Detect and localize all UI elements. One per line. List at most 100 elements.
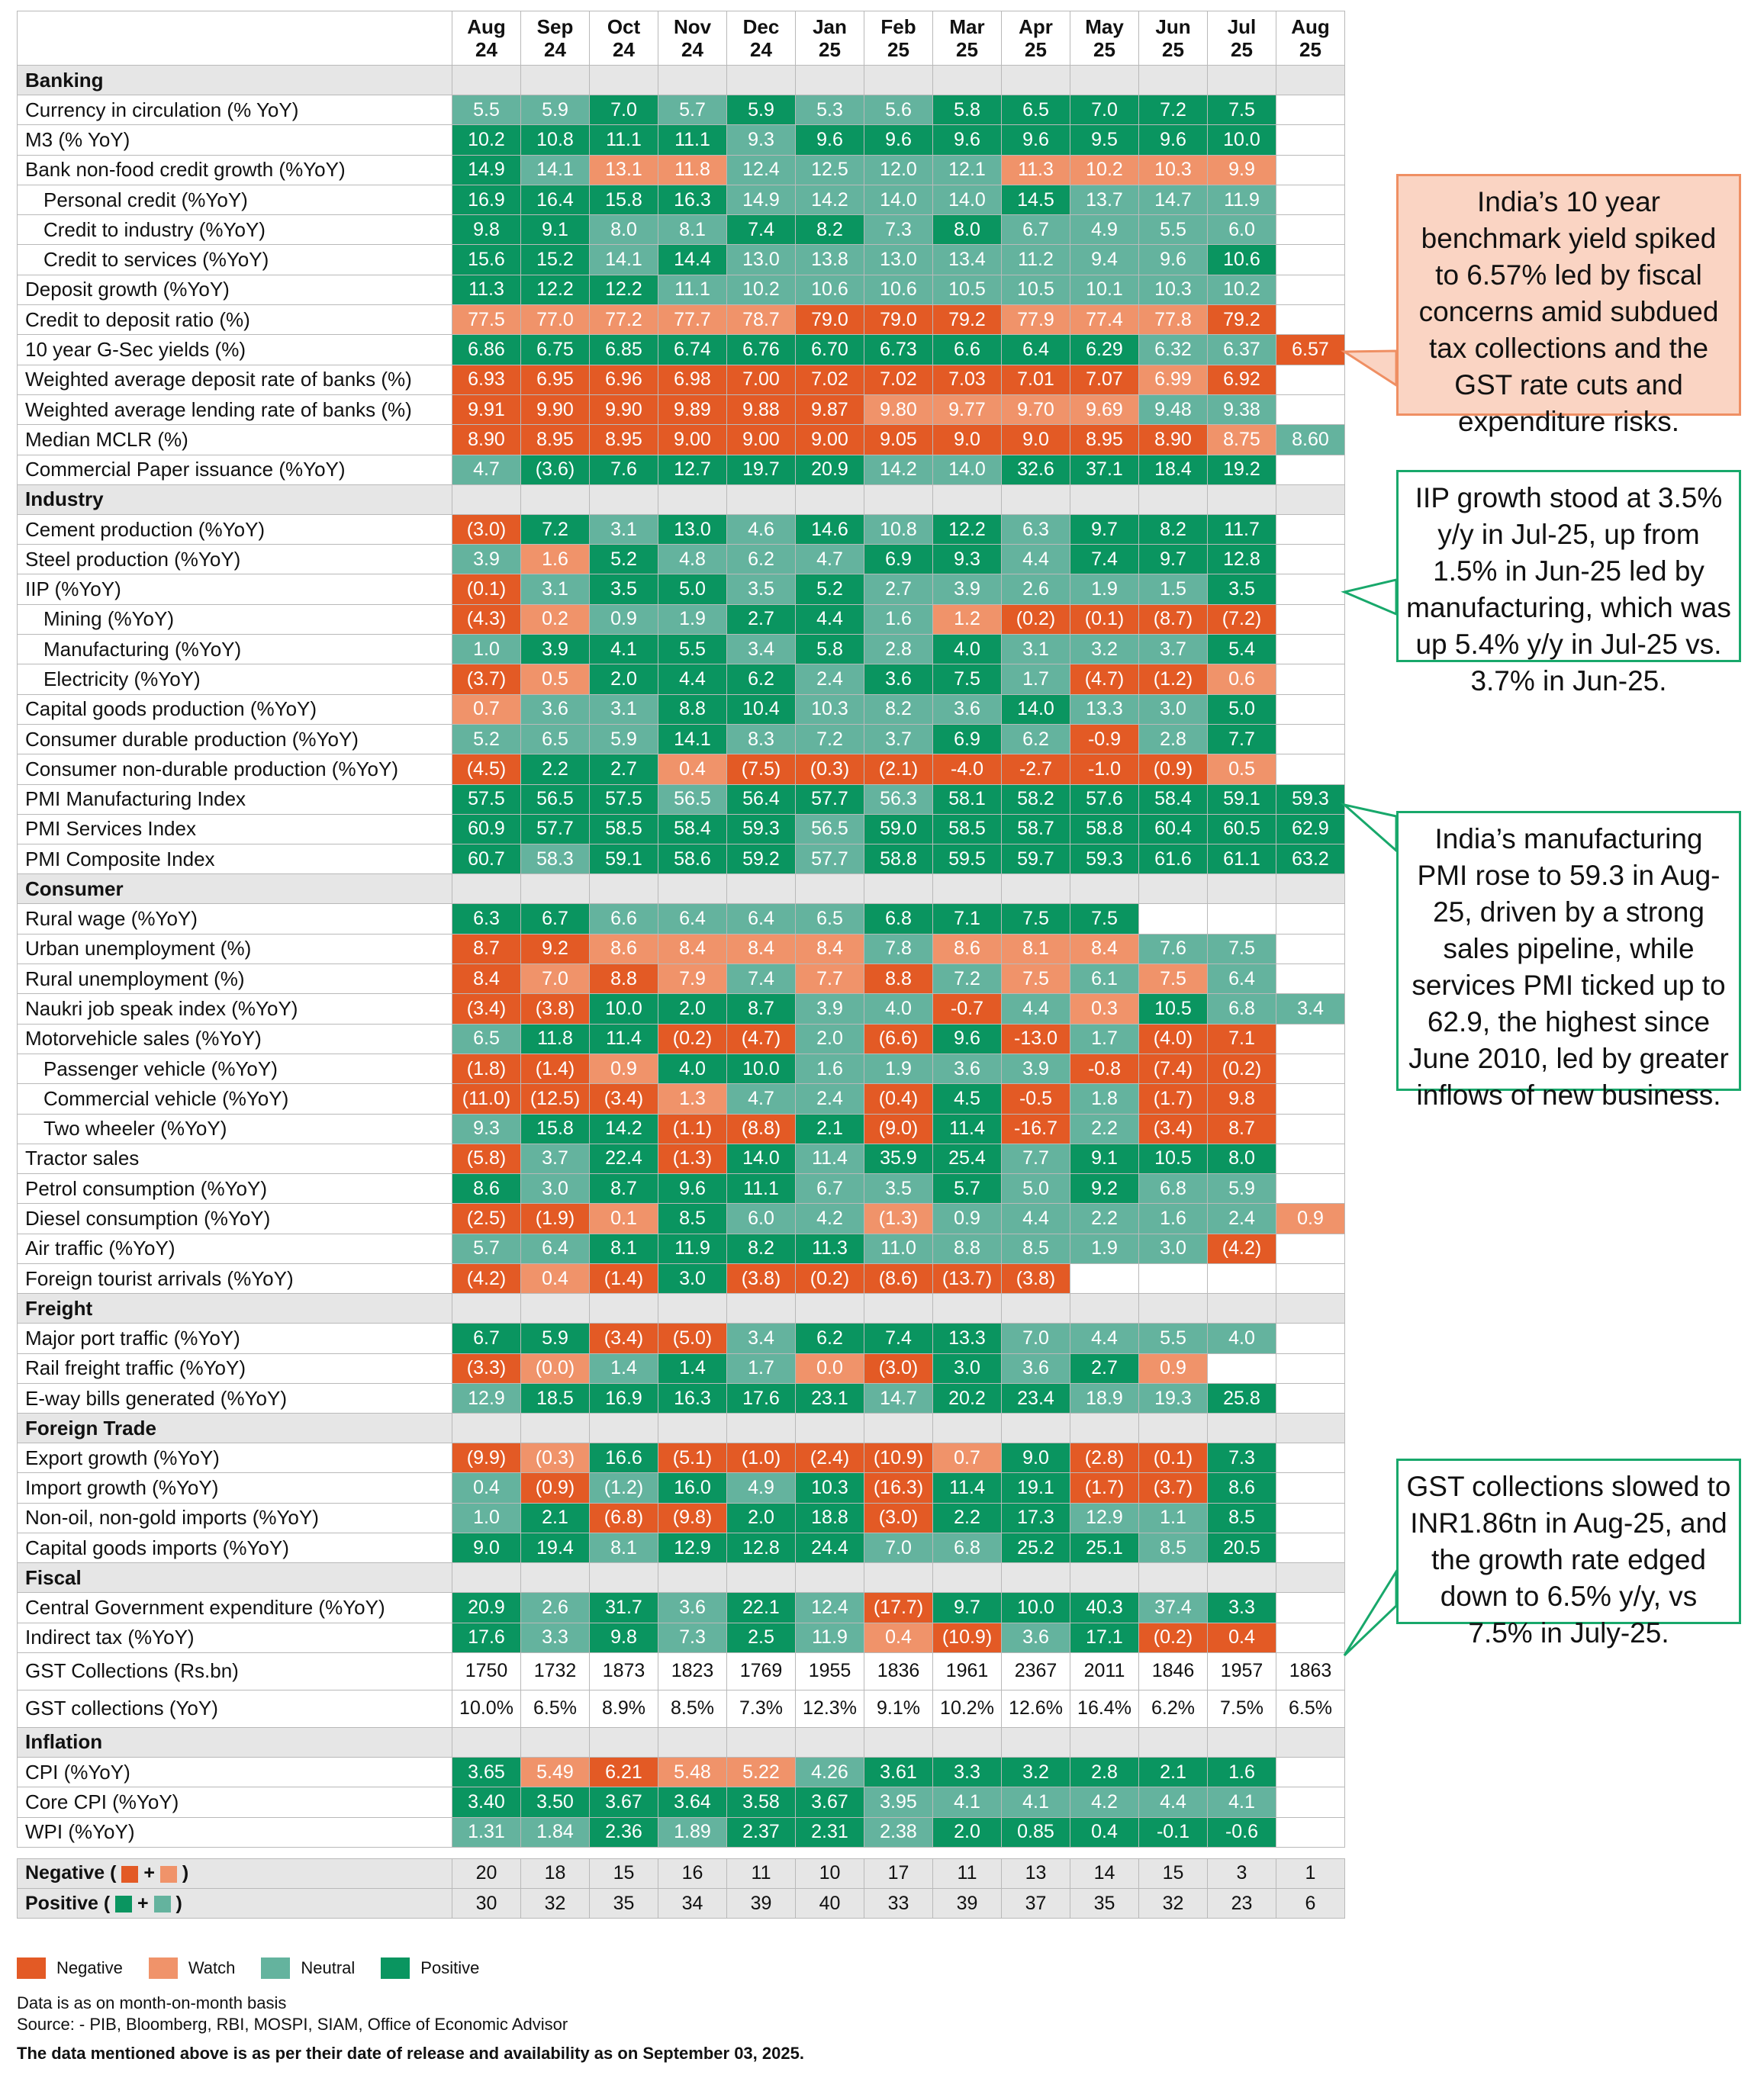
legend-item: Positive [381, 1957, 479, 1979]
summary-count-cell: 3 [1207, 1858, 1276, 1890]
section-title: Foreign Trade [17, 1413, 452, 1444]
value-cell: 6.32 [1138, 334, 1208, 365]
value-cell: (6.6) [864, 1023, 933, 1054]
value-cell: 0.4 [1070, 1816, 1139, 1848]
value-cell: 5.7 [452, 1233, 521, 1264]
value-cell: 5.0 [658, 574, 727, 605]
value-cell: 9.1% [864, 1689, 933, 1728]
legend-swatch [261, 1957, 291, 1979]
month-name: Jun [1155, 15, 1191, 38]
table-row: Manufacturing (%YoY) 1.0 3.9 4.1 5.5 3.4 5.8 2.… [17, 634, 1345, 665]
section-filler-cell [589, 873, 658, 905]
value-cell: (0.3) [795, 754, 864, 785]
value-cell: 10.5 [1138, 1143, 1208, 1175]
value-cell: (5.0) [658, 1323, 727, 1354]
value-cell: 2.4 [1207, 1203, 1276, 1234]
value-cell: -0.9 [1070, 723, 1139, 755]
value-cell: 37.1 [1070, 454, 1139, 485]
value-cell: 1.3 [658, 1083, 727, 1115]
row-label: WPI (%YoY) [17, 1816, 452, 1848]
value-cell: 4.0 [658, 1053, 727, 1085]
table-row: Air traffic (%YoY) 5.7 6.4 8.1 11.9 8.2 11.3 11… [17, 1233, 1345, 1264]
value-cell: 12.5 [795, 154, 864, 185]
value-cell: 10.2 [1070, 154, 1139, 185]
value-cell: (13.7) [932, 1263, 1002, 1295]
legend-chip [121, 1865, 139, 1883]
section-filler-cell [1070, 1726, 1139, 1758]
value-cell: 4.0 [1207, 1323, 1276, 1354]
value-cell: 12.6% [1001, 1689, 1070, 1728]
value-cell: 77.4 [1070, 304, 1139, 336]
section-title: Consumer [17, 873, 452, 905]
spacer-cell [932, 1846, 1002, 1859]
table-row: Consumer durable production (%YoY) 5.2 6.5… [17, 723, 1345, 755]
footnote-source: Source: - PIB, Bloomberg, RBI, MOSPI, SI… [17, 2015, 568, 2034]
indicator-table-body: Banking Currency in circulation (% YoY) 5.… [17, 65, 1345, 1919]
value-cell: 6.1 [1070, 963, 1139, 995]
value-cell: 5.5 [1138, 1323, 1208, 1354]
value-cell [1276, 1113, 1345, 1144]
value-cell: 7.01 [1001, 364, 1070, 395]
value-cell: 6.9 [864, 544, 933, 575]
value-cell: 58.8 [1070, 813, 1139, 845]
value-cell: 10.3 [1138, 154, 1208, 185]
value-cell: 0.0 [795, 1353, 864, 1384]
value-cell: 7.5 [1001, 903, 1070, 935]
value-cell: (3.3) [452, 1353, 521, 1384]
value-cell: 7.1 [1207, 1023, 1276, 1054]
value-cell: 3.58 [726, 1787, 796, 1818]
value-cell: 6.98 [658, 364, 727, 395]
value-cell: 14.1 [658, 723, 727, 755]
row-label: Median MCLR (%) [17, 424, 452, 455]
row-label: Capital goods production (%YoY) [17, 693, 452, 725]
value-cell: 14.0 [1001, 693, 1070, 725]
table-row: Central Government expenditure (%YoY) 20.… [17, 1592, 1345, 1623]
value-cell: 7.02 [795, 364, 864, 395]
value-cell: 2.7 [589, 754, 658, 785]
summary-count-cell: 15 [589, 1858, 658, 1890]
value-cell: 9.0 [452, 1533, 521, 1564]
value-cell: 9.6 [1138, 244, 1208, 275]
value-cell: 57.7 [795, 783, 864, 815]
value-cell: 58.3 [520, 844, 590, 875]
legend-swatch [17, 1957, 46, 1979]
value-cell: 9.3 [726, 124, 796, 156]
value-cell: 1.89 [658, 1816, 727, 1848]
value-cell: (3.8) [1001, 1263, 1070, 1295]
value-cell: 1732 [520, 1652, 590, 1690]
summary-count-cell: 32 [1138, 1888, 1208, 1919]
value-cell: 11.4 [795, 1143, 864, 1175]
section-filler-cell [864, 1726, 933, 1758]
summary-count-cell: 1 [1276, 1858, 1345, 1890]
summary-count-cell: 18 [520, 1858, 590, 1890]
value-cell: 7.5 [1207, 933, 1276, 965]
value-cell: 14.2 [589, 1113, 658, 1144]
section-filler-cell [795, 1726, 864, 1758]
value-cell [1276, 1143, 1345, 1175]
spacer-cell [864, 1846, 933, 1859]
value-cell: 9.2 [520, 933, 590, 965]
month-year: 25 [887, 38, 909, 61]
value-cell: 10.5 [932, 274, 1002, 306]
value-cell: 5.9 [589, 723, 658, 755]
value-cell: 1.0 [452, 634, 521, 665]
value-cell: 8.60 [1276, 424, 1345, 455]
value-cell: (3.8) [726, 1263, 796, 1295]
value-cell: (0.3) [520, 1443, 590, 1474]
value-cell: 8.4 [795, 933, 864, 965]
value-cell: 8.0 [1207, 1143, 1276, 1175]
table-row: Export growth (%YoY) (9.9) (0.3) 16.6 (5.1)(… [17, 1443, 1345, 1474]
month-year: 25 [819, 38, 841, 61]
section-header-row: Inflation [17, 1726, 1345, 1758]
spacer-cell [589, 1846, 658, 1859]
section-filler-cell [1138, 484, 1208, 515]
value-cell: 13.4 [932, 244, 1002, 275]
value-cell: 9.77 [932, 394, 1002, 426]
value-cell: 3.5 [589, 574, 658, 605]
row-label: E-way bills generated (%YoY) [17, 1382, 452, 1414]
value-cell: 3.9 [932, 574, 1002, 605]
value-cell [1276, 723, 1345, 755]
value-cell: 0.2 [520, 603, 590, 635]
section-filler-cell [589, 1293, 658, 1324]
value-cell: 10.3 [795, 693, 864, 725]
